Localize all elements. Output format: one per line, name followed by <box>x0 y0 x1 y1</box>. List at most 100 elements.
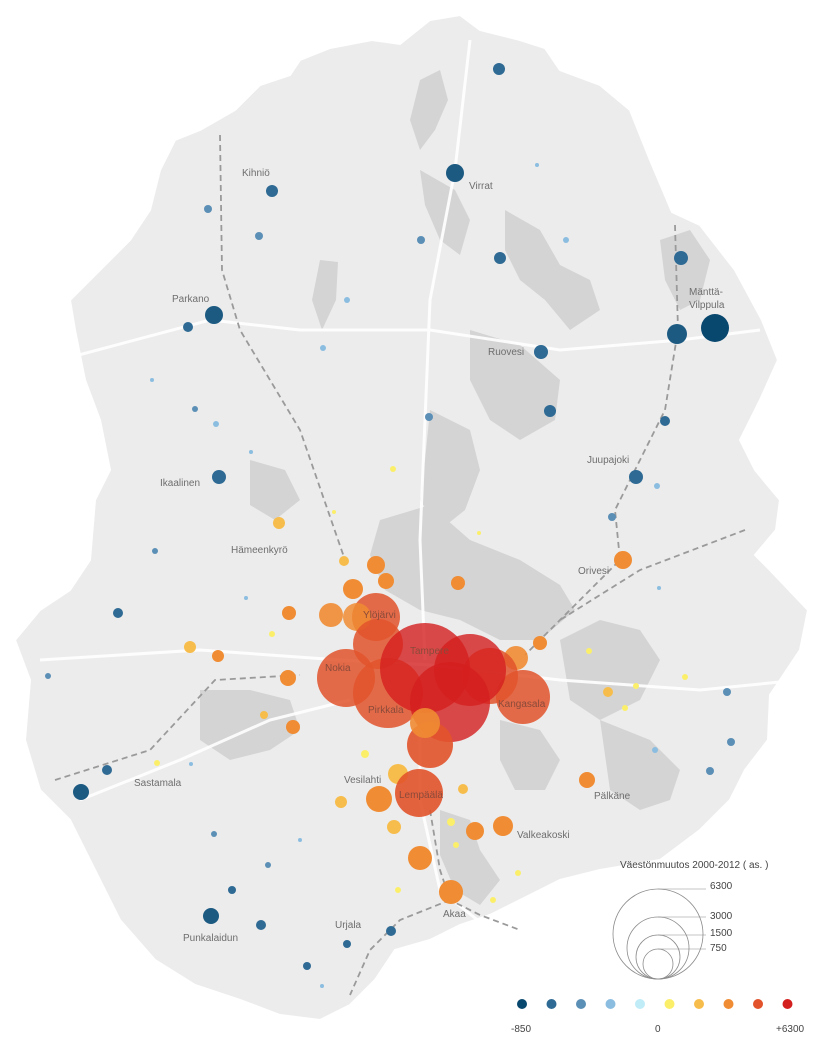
tampere-cluster <box>317 593 550 817</box>
bubble-virrat <box>446 164 464 182</box>
bubble-small <box>244 596 248 600</box>
bubble-small <box>320 984 324 988</box>
bubble-small <box>490 897 496 903</box>
bubble-small <box>378 573 394 589</box>
bubble-small <box>417 236 425 244</box>
legend-color-swatch <box>723 999 734 1009</box>
label-akaa: Akaa <box>443 909 466 920</box>
bubble-small <box>723 688 731 696</box>
bubble-small <box>255 232 263 240</box>
bubble-small <box>113 608 123 618</box>
label-ikaalinen: Ikaalinen <box>160 478 200 489</box>
bubble-small <box>453 842 459 848</box>
bubble-punkalaidun <box>203 908 219 924</box>
place-labels: Kihniö Virrat Parkano Mänttä- Vilppula R… <box>134 168 725 944</box>
label-vesilahti: Vesilahti <box>344 775 381 786</box>
label-palkane: Pälkäne <box>594 791 631 802</box>
label-virrat: Virrat <box>469 181 493 192</box>
bubble-small <box>298 838 302 842</box>
label-sastamala: Sastamala <box>134 778 182 789</box>
bubble-small <box>386 926 396 936</box>
bubble-small <box>410 708 440 738</box>
bubble-small <box>204 205 212 213</box>
label-juupajoki: Juupajoki <box>587 455 629 466</box>
label-valkeakoski: Valkeakoski <box>517 830 570 841</box>
label-parkano: Parkano <box>172 294 210 305</box>
bubble-small <box>192 406 198 412</box>
bubble-small <box>494 252 506 264</box>
bubble-small <box>280 670 296 686</box>
legend-color-swatch <box>605 999 616 1009</box>
bubble-small <box>622 705 628 711</box>
size-legend: Väestönmuutos 2000-2012 ( as. ) 6300 300… <box>612 860 768 980</box>
bubble-small <box>303 962 311 970</box>
bubble-small <box>213 421 219 427</box>
legend-circle-1500 <box>635 934 681 980</box>
bubble-small <box>493 63 505 75</box>
bubble-small <box>273 517 285 529</box>
bubble-small <box>339 556 349 566</box>
bubble-small <box>150 378 154 382</box>
legend-color-swatch <box>782 999 793 1009</box>
bubble-small <box>727 738 735 746</box>
legend-size-6300: 6300 <box>710 881 733 892</box>
label-hameenkyro: Hämeenkyrö <box>231 545 288 556</box>
bubble-small <box>395 887 401 893</box>
label-punkalaidun: Punkalaidun <box>183 933 238 944</box>
bubble-small <box>633 683 639 689</box>
bubble-small <box>458 784 468 794</box>
bubble-palkane <box>579 772 595 788</box>
legend-color-swatch <box>546 999 557 1009</box>
bubble-ikaalinen <box>212 470 226 484</box>
bubble-small <box>466 822 484 840</box>
label-nokia: Nokia <box>325 663 351 674</box>
bubble-small <box>477 531 481 535</box>
bubble-small <box>286 720 300 734</box>
bubble-ruovesi <box>534 345 548 359</box>
label-orivesi: Orivesi <box>578 566 609 577</box>
bubble-small <box>667 324 687 344</box>
legend-color-max: +6300 <box>776 1024 805 1035</box>
bubble-small <box>320 345 326 351</box>
bubble-small <box>265 862 271 868</box>
bubble-orivesi <box>614 551 632 569</box>
bubble-small <box>515 870 521 876</box>
bubble-juupajoki <box>629 470 643 484</box>
bubble-small <box>674 251 688 265</box>
bubble-small <box>563 237 569 243</box>
bubble-sastamala <box>73 784 89 800</box>
bubble-small <box>682 674 688 680</box>
label-kangasala: Kangasala <box>498 699 546 710</box>
legend-color-swatch <box>753 999 763 1009</box>
legend-color-swatch <box>664 999 675 1009</box>
bubble-small <box>533 636 547 650</box>
bubble-small <box>102 765 112 775</box>
label-mantta-1: Mänttä- <box>689 287 723 298</box>
bubble-small <box>447 818 455 826</box>
legend-title: Väestönmuutos 2000-2012 ( as. ) <box>620 860 768 871</box>
label-ylojarvi: Ylöjärvi <box>363 610 396 621</box>
legend-circle-750 <box>642 948 674 980</box>
legend-color-swatch <box>635 999 645 1009</box>
legend-color-swatch <box>517 999 527 1009</box>
bubble-vesilahti <box>366 786 392 812</box>
legend-circle-3000 <box>626 916 690 980</box>
bubble-small <box>654 483 660 489</box>
bubble-small <box>343 579 363 599</box>
color-legend <box>517 999 793 1009</box>
bubble-small <box>608 513 616 521</box>
bubble-small <box>282 606 296 620</box>
label-urjala: Urjala <box>335 920 362 931</box>
legend-circle-6300 <box>612 888 704 980</box>
bubble-small <box>390 466 396 472</box>
bubble-small <box>652 747 658 753</box>
bubble-small <box>660 416 670 426</box>
bubble-kihnio <box>266 185 278 197</box>
bubble-mantta <box>701 314 729 342</box>
bubble-small <box>260 711 268 719</box>
legend-size-3000: 3000 <box>710 911 733 922</box>
bubble-small <box>657 586 661 590</box>
bubble-urjala <box>343 940 351 948</box>
bubble-small <box>367 556 385 574</box>
